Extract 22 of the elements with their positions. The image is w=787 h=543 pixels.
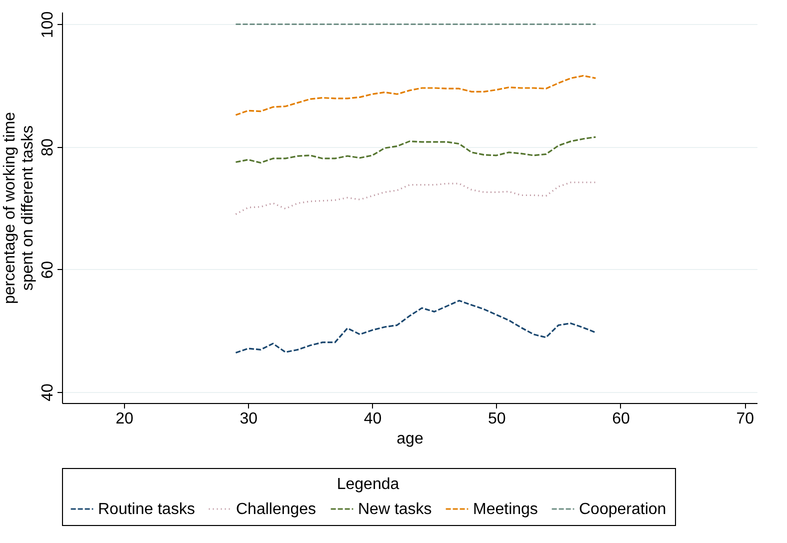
legend-label: Meetings [473,501,538,518]
x-axis-title: age [396,430,424,448]
x-tick-label: 60 [612,410,630,428]
legend-label: Cooperation [579,501,666,518]
legend-title: Legenda [336,476,400,493]
x-tick-label: 40 [364,410,382,428]
y-tick-label: 60 [40,260,56,279]
y-tick-label: 80 [40,138,56,156]
y-tick-label: 40 [40,383,56,402]
line-series [234,74,596,116]
legend-label: Routine tasks [98,501,195,518]
line-series [234,182,596,216]
x-tick-label: 20 [116,410,134,428]
legend-label: New tasks [358,501,432,518]
x-tick-label: 30 [240,410,258,428]
legend-label: Challenges [236,501,316,518]
y-axis-title: percentage of working time spent on different tasks [2,112,36,304]
y-tick-label: 100 [40,11,56,38]
x-tick-label: 50 [488,410,506,428]
line-series [234,136,596,164]
x-tick-label: 70 [736,410,754,428]
line-series [234,300,596,354]
